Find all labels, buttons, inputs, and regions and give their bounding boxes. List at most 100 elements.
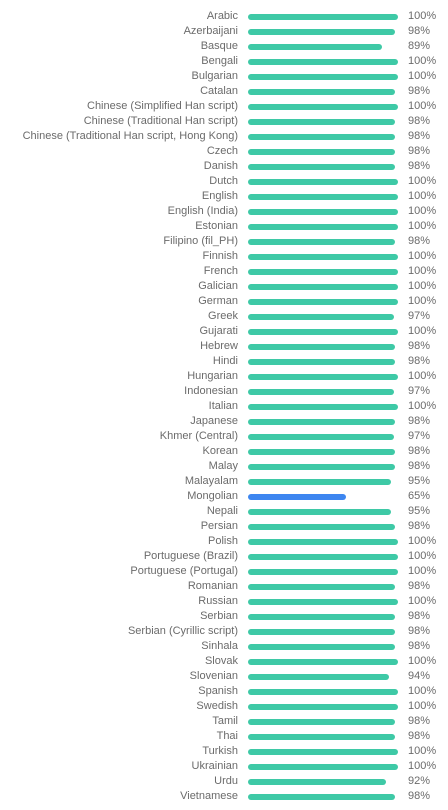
- progress-track: [248, 359, 398, 365]
- language-name: Turkish: [202, 745, 238, 757]
- progress-bar: [248, 404, 398, 410]
- progress-bar: [248, 329, 398, 335]
- language-name: Khmer (Central): [159, 430, 238, 442]
- progress-percent: 98%: [408, 790, 431, 802]
- progress-percent: 100%: [408, 220, 437, 232]
- language-row: English 100%: [0, 189, 448, 204]
- progress-track: [248, 689, 398, 695]
- progress-percent: 98%: [408, 25, 431, 37]
- progress-percent: 100%: [408, 205, 437, 217]
- progress-bar: [248, 494, 346, 500]
- language-row: Portuguese (Portugal) 100%: [0, 564, 448, 579]
- progress-percent: 100%: [408, 595, 437, 607]
- progress-track: [248, 464, 398, 470]
- progress-track: [248, 644, 398, 650]
- progress-bar: [248, 389, 394, 395]
- language-name: Azerbaijani: [183, 25, 238, 37]
- language-row: Urdu 92%: [0, 774, 448, 789]
- progress-bar: [248, 239, 395, 245]
- progress-bar: [248, 524, 395, 530]
- language-row: Mongolian 65%: [0, 489, 448, 504]
- progress-track: [248, 179, 398, 185]
- language-row: Portuguese (Brazil) 100%: [0, 549, 448, 564]
- progress-percent: 97%: [408, 385, 431, 397]
- progress-percent: 98%: [408, 415, 431, 427]
- language-name: Basque: [200, 40, 238, 52]
- language-row: Bulgarian 100%: [0, 69, 448, 84]
- language-name: Slovak: [204, 655, 238, 667]
- language-row: Turkish 100%: [0, 744, 448, 759]
- progress-track: [248, 749, 398, 755]
- progress-bar: [248, 179, 398, 185]
- progress-bar: [248, 269, 398, 275]
- progress-track: [248, 674, 398, 680]
- language-row: Chinese (Simplified Han script) 100%: [0, 99, 448, 114]
- language-row: Korean 98%: [0, 444, 448, 459]
- progress-track: [248, 554, 398, 560]
- progress-track: [248, 194, 398, 200]
- language-row: Arabic 100%: [0, 9, 448, 24]
- language-name: Chinese (Traditional Han script): [83, 115, 238, 127]
- progress-bar: [248, 719, 395, 725]
- language-row: Vietnamese 98%: [0, 789, 448, 804]
- progress-track: [248, 449, 398, 455]
- progress-track: [248, 719, 398, 725]
- language-row: Malay 98%: [0, 459, 448, 474]
- progress-bar: [248, 449, 395, 455]
- language-name: Hebrew: [200, 340, 238, 352]
- language-row: Slovak 100%: [0, 654, 448, 669]
- language-row: Indonesian 97%: [0, 384, 448, 399]
- language-row: Romanian 98%: [0, 579, 448, 594]
- language-row: Malayalam 95%: [0, 474, 448, 489]
- progress-track: [248, 344, 398, 350]
- language-row: Spanish 100%: [0, 684, 448, 699]
- progress-track: [248, 119, 398, 125]
- progress-track: [248, 269, 398, 275]
- progress-track: [248, 779, 398, 785]
- language-row: Chinese (Traditional Han script, Hong Ko…: [0, 129, 448, 144]
- progress-bar: [248, 614, 395, 620]
- progress-track: [248, 29, 398, 35]
- progress-bar: [248, 314, 394, 320]
- language-row: Basque 89%: [0, 39, 448, 54]
- progress-percent: 98%: [408, 640, 431, 652]
- progress-bar: [248, 794, 395, 800]
- progress-percent: 100%: [408, 535, 437, 547]
- progress-percent: 100%: [408, 655, 437, 667]
- language-row: Dutch 100%: [0, 174, 448, 189]
- progress-track: [248, 209, 398, 215]
- progress-bar: [248, 74, 398, 80]
- progress-bar: [248, 194, 398, 200]
- language-name: Spanish: [198, 685, 238, 697]
- language-name: Bulgarian: [191, 70, 238, 82]
- language-name: Russian: [198, 595, 238, 607]
- progress-percent: 100%: [408, 70, 437, 82]
- language-name: Mongolian: [187, 490, 238, 502]
- language-name: Thai: [216, 730, 238, 742]
- progress-bar: [248, 29, 395, 35]
- language-row: Czech 98%: [0, 144, 448, 159]
- progress-bar: [248, 284, 398, 290]
- language-name: Nepali: [206, 505, 238, 517]
- language-name: Danish: [203, 160, 238, 172]
- language-name: Korean: [202, 445, 238, 457]
- progress-track: [248, 89, 398, 95]
- progress-bar: [248, 209, 398, 215]
- progress-percent: 100%: [408, 250, 437, 262]
- progress-bar: [248, 254, 398, 260]
- progress-percent: 95%: [408, 475, 431, 487]
- language-name: Malay: [208, 460, 238, 472]
- language-name: Hindi: [212, 355, 238, 367]
- progress-bar: [248, 59, 398, 65]
- progress-percent: 100%: [408, 10, 437, 22]
- progress-track: [248, 419, 398, 425]
- progress-bar: [248, 659, 398, 665]
- language-row: Japanese 98%: [0, 414, 448, 429]
- language-name: Persian: [200, 520, 238, 532]
- progress-percent: 100%: [408, 100, 437, 112]
- language-name: Czech: [206, 145, 238, 157]
- language-name: Portuguese (Portugal): [130, 565, 238, 577]
- progress-track: [248, 479, 398, 485]
- language-row: Khmer (Central) 97%: [0, 429, 448, 444]
- language-row: Swedish 100%: [0, 699, 448, 714]
